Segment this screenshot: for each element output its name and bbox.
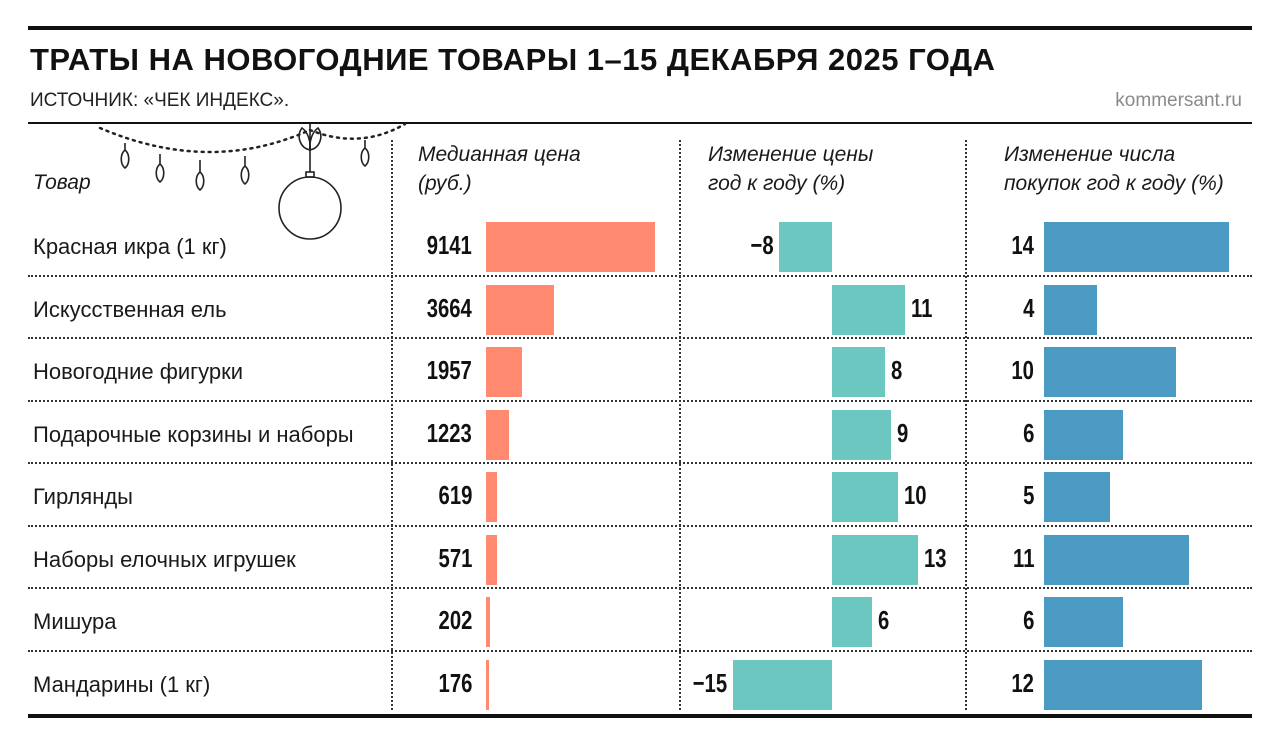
price-value-label: 1223 — [426, 417, 472, 448]
price-bar — [486, 472, 498, 523]
header-rule — [28, 122, 1252, 124]
top-rule — [28, 26, 1252, 30]
price-change-value-label: 8 — [890, 355, 903, 385]
price-change-bar — [779, 222, 832, 273]
purchases-change-bar — [1044, 284, 1097, 335]
purchases-change-value-label: 5 — [1022, 480, 1034, 510]
product-label: Наборы елочных игрушек — [33, 546, 296, 572]
purchases-change-bar — [1044, 534, 1190, 585]
price-bar — [486, 597, 490, 648]
price-change-value-label: 9 — [897, 417, 909, 448]
purchases-change-bar — [1044, 472, 1110, 523]
price-change-value-label: −15 — [692, 667, 727, 698]
header-purchases-change-line2: покупок год к году (%) — [1004, 172, 1224, 195]
price-value-label: 9141 — [426, 230, 472, 260]
purchases-change-value-label: 14 — [1011, 230, 1034, 260]
purchases-change-bar — [1044, 597, 1124, 648]
price-bar — [486, 284, 554, 335]
product-label: Искусственная ель — [33, 296, 227, 322]
price-change-bar — [832, 472, 898, 523]
header-purchases-change: Изменение числа покупок год к году (%) — [1004, 140, 1224, 198]
garland-ornament-icon — [98, 122, 407, 240]
product-label: Подарочные корзины и наборы — [33, 421, 354, 447]
price-change-bar — [832, 534, 918, 585]
row-separator — [28, 337, 1252, 339]
bottom-rule — [28, 714, 1252, 718]
price-change-bar — [832, 284, 905, 335]
row-separator — [28, 399, 1252, 402]
price-bar — [486, 534, 497, 585]
product-label: Красная икра (1 кг) — [33, 234, 227, 259]
column-divider-2 — [679, 140, 681, 710]
header-median-price-line2: (руб.) — [418, 172, 472, 195]
row-separator — [28, 587, 1252, 589]
price-value-label: 176 — [438, 667, 472, 698]
row-separator — [28, 274, 1252, 277]
purchases-change-value-label: 11 — [1012, 542, 1034, 573]
product-label: Мандарины (1 кг) — [33, 671, 211, 697]
price-value-label: 571 — [438, 542, 472, 573]
header-product: Товар — [33, 171, 91, 194]
price-change-bar — [832, 409, 892, 460]
row-separator — [28, 524, 1252, 527]
purchases-change-bar — [1044, 409, 1124, 460]
price-change-bar — [733, 659, 832, 710]
purchases-change-value-label: 4 — [1022, 292, 1034, 323]
purchases-change-value-label: 10 — [1011, 355, 1034, 385]
header-price-change: Изменение цены год к году (%) — [708, 140, 873, 198]
price-change-bar — [832, 597, 872, 648]
header-purchases-change-line1: Изменение числа — [1004, 143, 1176, 166]
purchases-change-bar — [1044, 222, 1229, 273]
price-change-value-label: 6 — [877, 605, 889, 635]
price-bar — [486, 659, 490, 710]
price-value-label: 202 — [438, 605, 472, 635]
product-label: Гирлянды — [33, 484, 133, 509]
column-divider-3 — [965, 140, 967, 710]
purchases-change-bar — [1044, 659, 1203, 710]
purchases-change-value-label: 12 — [1011, 667, 1034, 698]
chart-title: ТРАТЫ НА НОВОГОДНИЕ ТОВАРЫ 1–15 ДЕКАБРЯ … — [30, 42, 996, 77]
price-change-value-label: −8 — [750, 230, 774, 260]
price-value-label: 619 — [438, 480, 472, 510]
purchases-change-value-label: 6 — [1022, 417, 1034, 448]
price-change-bar — [832, 347, 885, 398]
price-bar — [486, 409, 509, 460]
credit-link[interactable]: kommersant.ru — [1115, 90, 1242, 111]
price-bar — [486, 222, 655, 273]
product-label: Мишура — [33, 609, 117, 634]
price-change-value-label: 11 — [910, 292, 933, 323]
row-separator — [28, 462, 1252, 464]
product-label: Новогодние фигурки — [33, 359, 244, 384]
purchases-change-bar — [1044, 347, 1176, 398]
price-change-value-label: 10 — [904, 480, 927, 510]
row-separator — [28, 649, 1252, 652]
purchases-change-value-label: 6 — [1022, 605, 1034, 635]
price-change-value-label: 13 — [923, 542, 947, 573]
price-bar — [486, 347, 523, 398]
price-value-label: 1957 — [426, 355, 472, 385]
header-median-price-line1: Медианная цена — [418, 143, 581, 166]
header-median-price: Медианная цена (руб.) — [418, 140, 581, 198]
column-divider-1 — [391, 140, 393, 710]
source-note: ИСТОЧНИК: «ЧЕК ИНДЕКС». — [30, 90, 290, 111]
header-price-change-line2: год к году (%) — [708, 172, 846, 195]
header-price-change-line1: Изменение цены — [708, 143, 874, 166]
price-value-label: 3664 — [426, 292, 472, 323]
